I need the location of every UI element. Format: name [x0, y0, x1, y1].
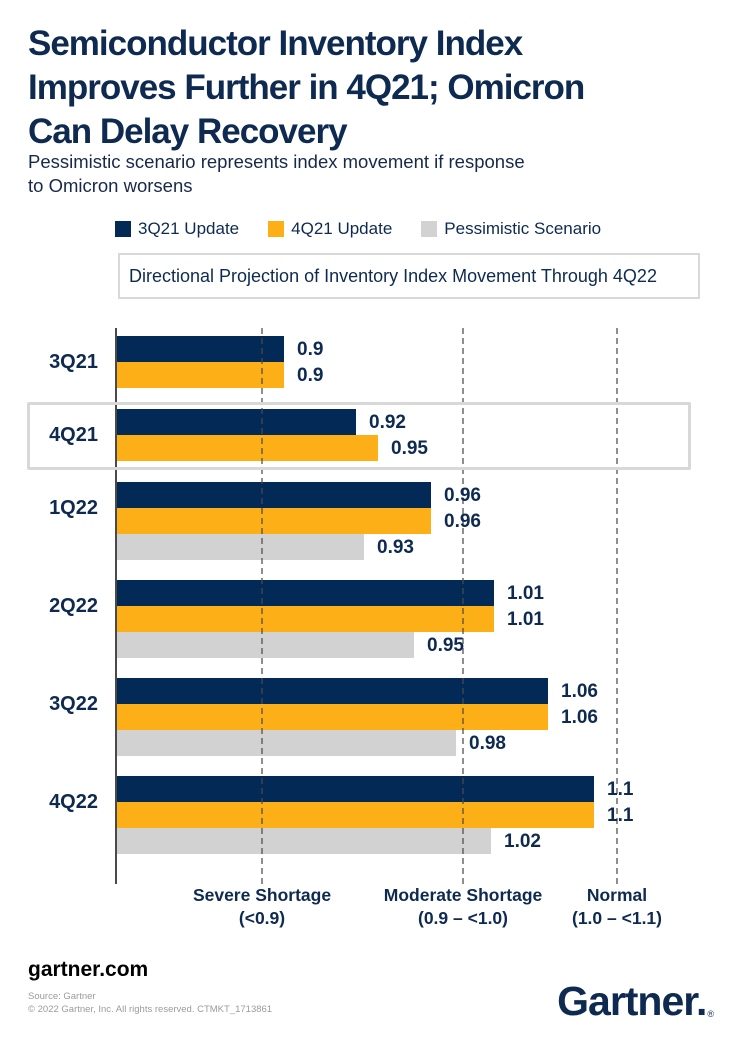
- y-axis-line: [115, 328, 117, 884]
- page-title-line: Improves Further in 4Q21; Omicron: [28, 68, 585, 107]
- x-zone-range: (0.9 – <1.0): [418, 908, 508, 928]
- value-label: 0.96: [444, 485, 481, 506]
- value-label: 0.95: [391, 438, 428, 459]
- gartner-url: gartner.com: [28, 958, 149, 981]
- bar-4q22-3q21-update: [117, 776, 594, 802]
- x-zone-label-2: Moderate Shortage (0.9 – <1.0): [333, 884, 593, 930]
- category-label-3q22: 3Q22: [49, 693, 98, 715]
- x-zone-name: Severe Shortage: [192, 885, 332, 905]
- bar-1q22-3q21-update: [117, 482, 431, 508]
- bar-3q22-pessimistic-scenario: [117, 730, 456, 756]
- legend-item: 3Q21 Update: [115, 219, 239, 239]
- value-label: 1.01: [507, 609, 544, 630]
- bar-1q22-4q21-update: [117, 508, 431, 534]
- source-line: Source: Gartner: [28, 991, 96, 1002]
- bar-3q22-4q21-update: [117, 704, 548, 730]
- bar-2q22-4q21-update: [117, 606, 494, 632]
- legend-label: 3Q21 Update: [138, 219, 240, 238]
- bar-4q22-4q21-update: [117, 802, 594, 828]
- bar-3q22-3q21-update: [117, 678, 548, 704]
- value-label: 0.93: [377, 537, 414, 558]
- category-label-1q22: 1Q22: [49, 497, 98, 519]
- legend-item: Pessimistic Scenario: [421, 219, 601, 239]
- source-attribution: Source: Gartner © 2022 Gartner, Inc. All …: [28, 990, 272, 1016]
- bar-4q21-4q21-update: [117, 435, 378, 461]
- category-label-3q21: 3Q21: [49, 351, 98, 373]
- bar-3q21-4q21-update: [117, 362, 284, 388]
- legend-label: 4Q21 Update: [291, 219, 393, 238]
- bar-2q22-3q21-update: [117, 580, 494, 606]
- x-zone-name: Moderate Shortage: [383, 885, 543, 905]
- x-zone-range: (<0.9): [238, 908, 286, 928]
- value-label: 0.98: [469, 733, 506, 754]
- legend-label: Pessimistic Scenario: [444, 219, 602, 238]
- gartner-logo: Gartner.®: [557, 978, 714, 1025]
- value-label: 0.92: [369, 412, 406, 433]
- value-label: 1.06: [561, 681, 598, 702]
- registered-mark-icon: ®: [707, 1009, 714, 1019]
- gridline-1: [261, 328, 263, 884]
- x-zone-range: (1.0 – <1.1): [572, 908, 662, 928]
- value-label: 1.02: [504, 831, 541, 852]
- value-label: 1.01: [507, 583, 544, 604]
- category-label-2q22: 2Q22: [49, 595, 98, 617]
- gridline-3: [616, 328, 618, 884]
- x-zone-name: Normal: [586, 885, 648, 905]
- x-zone-label-3: Normal (1.0 – <1.1): [487, 884, 738, 930]
- gridline-2: [462, 328, 464, 884]
- page-title: Semiconductor Inventory Index Improves Fu…: [28, 22, 734, 154]
- legend-swatch-icon: [421, 221, 438, 237]
- legend-swatch-icon: [268, 221, 285, 237]
- legend-swatch-icon: [115, 221, 131, 237]
- bar-1q22-pessimistic-scenario: [117, 534, 364, 560]
- value-label: 0.9: [297, 365, 324, 386]
- value-label: 0.9: [297, 339, 324, 360]
- value-label: 1.1: [607, 805, 634, 826]
- gartner-logo-text: Gartner.: [557, 978, 707, 1024]
- chart-callout-box: Directional Projection of Inventory Inde…: [118, 253, 700, 299]
- page-title-line: Can Delay Recovery: [28, 112, 348, 151]
- category-label-4q21: 4Q21: [49, 424, 98, 446]
- bar-2q22-pessimistic-scenario: [117, 632, 414, 658]
- x-zone-label-1: Severe Shortage (<0.9): [132, 884, 392, 930]
- bar-4q21-3q21-update: [117, 409, 356, 435]
- category-label-4q22: 4Q22: [49, 791, 98, 813]
- legend-item: 4Q21 Update: [268, 219, 392, 239]
- bar-4q22-pessimistic-scenario: [117, 828, 491, 854]
- page-subtitle: Pessimistic scenario represents index mo…: [28, 150, 708, 198]
- bar-3q21-3q21-update: [117, 336, 284, 362]
- source-line: © 2022 Gartner, Inc. All rights reserved…: [28, 1004, 273, 1015]
- page-subtitle-line: Pessimistic scenario represents index mo…: [28, 151, 525, 172]
- chart-callout-text: Directional Projection of Inventory Inde…: [129, 265, 657, 286]
- value-label: 1.1: [607, 779, 634, 800]
- value-label: 0.96: [444, 511, 481, 532]
- chart-legend: 3Q21 Update 4Q21 Update Pessimistic Scenar…: [115, 219, 601, 239]
- highlight-box-4q21: [27, 402, 691, 470]
- page-title-line: Semiconductor Inventory Index: [28, 24, 523, 63]
- page-subtitle-line: to Omicron worsens: [28, 175, 193, 196]
- value-label: 1.06: [561, 707, 598, 728]
- value-label: 0.95: [427, 635, 464, 656]
